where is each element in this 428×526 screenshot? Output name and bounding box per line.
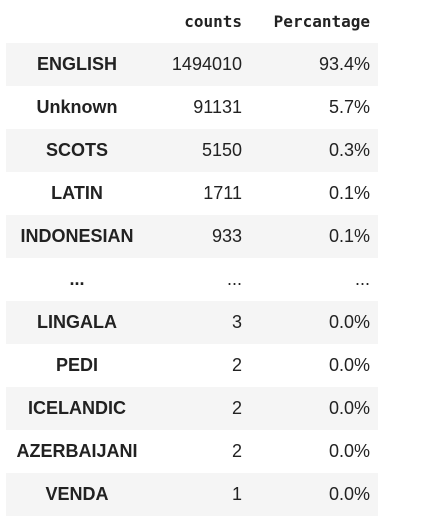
row-label: LATIN — [51, 183, 103, 203]
percentage-cell: 0.0% — [328, 484, 370, 504]
counts-cell: 3 — [231, 312, 242, 332]
table-row: LATIN 1711 0.1% — [6, 172, 378, 215]
counts-cell: 1494010 — [171, 54, 242, 74]
percentage-cell: ... — [354, 269, 370, 289]
index-header — [6, 0, 148, 43]
table-row: INDONESIAN 933 0.1% — [6, 215, 378, 258]
percentage-cell: 0.0% — [328, 441, 370, 461]
percentage-cell: 0.1% — [328, 183, 370, 203]
table-row: ... ... ... — [6, 258, 378, 301]
counts-cell: 2 — [231, 355, 242, 375]
percentage-cell: 0.0% — [328, 312, 370, 332]
table-row: VENDA 1 0.0% — [6, 473, 378, 516]
row-label: PEDI — [55, 355, 98, 375]
percentage-cell: 5.7% — [328, 97, 370, 117]
percentage-cell: 0.1% — [328, 226, 370, 246]
percentage-cell: 0.0% — [328, 355, 370, 375]
counts-cell: 1711 — [203, 183, 242, 203]
table-header-row: counts Percantage — [6, 0, 378, 43]
table-row: AZERBAIJANI 2 0.0% — [6, 430, 378, 473]
row-label: ENGLISH — [36, 54, 117, 74]
row-label: INDONESIAN — [20, 226, 134, 246]
counts-cell: 2 — [231, 398, 242, 418]
counts-cell: 91131 — [193, 97, 242, 117]
row-label: ... — [69, 269, 85, 289]
percentage-cell: 0.3% — [328, 140, 370, 160]
row-label: Unknown — [36, 97, 118, 117]
dataframe-output: counts Percantage ENGLISH 1494010 93.4% … — [6, 0, 378, 516]
counts-cell: 1 — [231, 484, 242, 504]
row-label: LINGALA — [37, 312, 117, 332]
table-row: ICELANDIC 2 0.0% — [6, 387, 378, 430]
counts-cell: ... — [226, 269, 242, 289]
percentage-cell: 93.4% — [318, 54, 370, 74]
table-row: SCOTS 5150 0.3% — [6, 129, 378, 172]
row-label: AZERBAIJANI — [16, 441, 138, 461]
table-row: PEDI 2 0.0% — [6, 344, 378, 387]
counts-cell: 5150 — [201, 140, 242, 160]
percentage-cell: 0.0% — [328, 398, 370, 418]
row-label: ICELANDIC — [28, 398, 126, 418]
language-counts-table: counts Percantage ENGLISH 1494010 93.4% … — [6, 0, 378, 516]
table-row: LINGALA 3 0.0% — [6, 301, 378, 344]
row-label: SCOTS — [45, 140, 108, 160]
counts-cell: 2 — [231, 441, 242, 461]
row-label: VENDA — [45, 484, 109, 504]
percentage-header: Percantage — [273, 12, 370, 31]
counts-cell: 933 — [211, 226, 242, 246]
counts-header: counts — [184, 12, 242, 31]
table-row: ENGLISH 1494010 93.4% — [6, 43, 378, 86]
table-row: Unknown 91131 5.7% — [6, 86, 378, 129]
